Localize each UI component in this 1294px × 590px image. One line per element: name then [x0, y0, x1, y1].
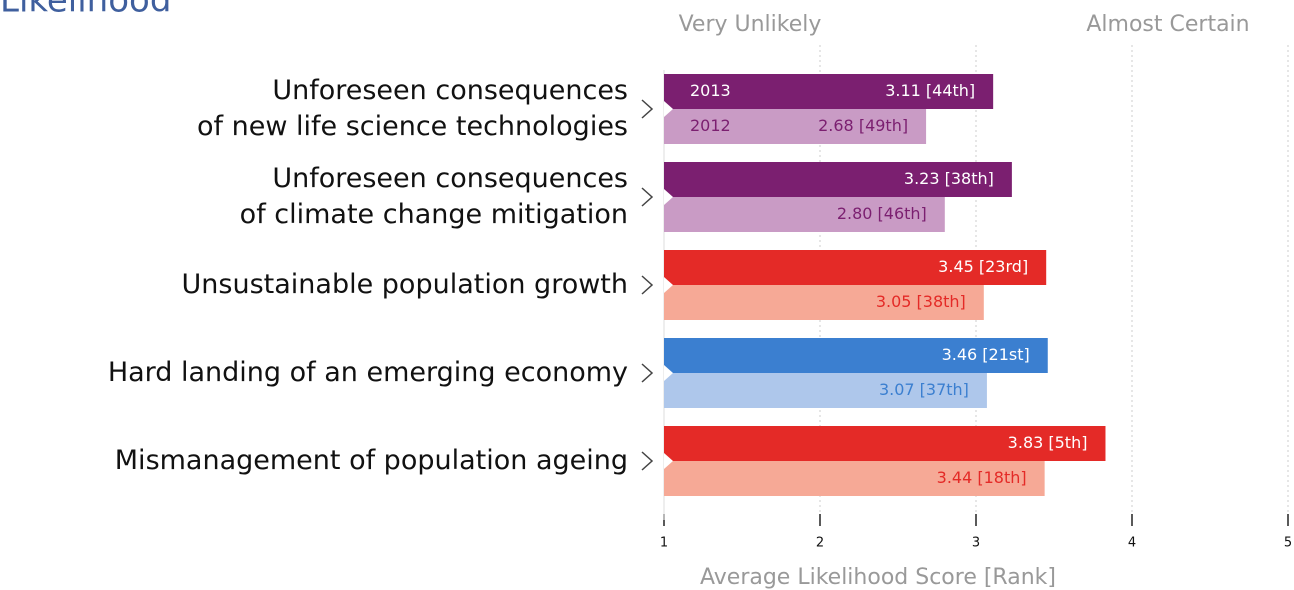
notch: [664, 453, 673, 469]
bar: [664, 373, 987, 408]
bar: [664, 285, 984, 320]
x-tick-label: 4: [1128, 536, 1136, 551]
chevron: [641, 275, 654, 295]
data-label: 3.45 [23rd]: [938, 257, 1028, 276]
bar: [664, 197, 945, 232]
notch: [664, 189, 673, 205]
category-label: Mismanagement of population ageing: [115, 445, 628, 476]
data-label: 3.11 [44th]: [885, 81, 975, 100]
data-label: 3.46 [21st]: [942, 345, 1030, 364]
data-label: 2.80 [46th]: [837, 204, 927, 223]
notch: [664, 365, 673, 381]
chevron: [641, 187, 654, 207]
x-tick-label: 5: [1284, 536, 1292, 551]
bar: [664, 74, 994, 109]
scale-label: Very Unlikely: [679, 12, 822, 37]
x-tick-label: 1: [660, 536, 668, 551]
chevron: [641, 99, 654, 119]
x-tick-label: 2: [816, 536, 824, 551]
bar: [664, 250, 1047, 285]
data-label: 3.83 [5th]: [1008, 433, 1088, 452]
series-label: 2012: [690, 116, 731, 135]
series-label: 2013: [690, 81, 731, 100]
data-label: 3.44 [18th]: [937, 468, 1027, 487]
bar: [664, 162, 1012, 197]
notch: [664, 277, 673, 293]
bar: [664, 426, 1106, 461]
chevron: [641, 451, 654, 471]
category-label: Unsustainable population growth: [182, 269, 628, 300]
bar: [664, 109, 927, 144]
notch: [664, 101, 673, 117]
chevron: [641, 363, 654, 383]
scale-label: Almost Certain: [1086, 12, 1249, 37]
x-axis-label: Average Likelihood Score [Rank]: [700, 565, 1056, 590]
category-label: Unforeseen consequences of new life scien…: [197, 75, 628, 142]
category-label: Hard landing of an emerging economy: [108, 357, 628, 388]
category-label: Unforeseen consequences of climate change…: [240, 163, 628, 230]
x-tick-label: 3: [972, 536, 980, 551]
data-label: 3.23 [38th]: [904, 169, 994, 188]
data-label: 2.68 [49th]: [818, 116, 908, 135]
bar: [664, 461, 1045, 496]
data-label: 3.05 [38th]: [876, 292, 966, 311]
bar: [664, 338, 1048, 373]
data-label: 3.07 [37th]: [879, 380, 969, 399]
chart-title: Likelihood: [0, 0, 171, 21]
